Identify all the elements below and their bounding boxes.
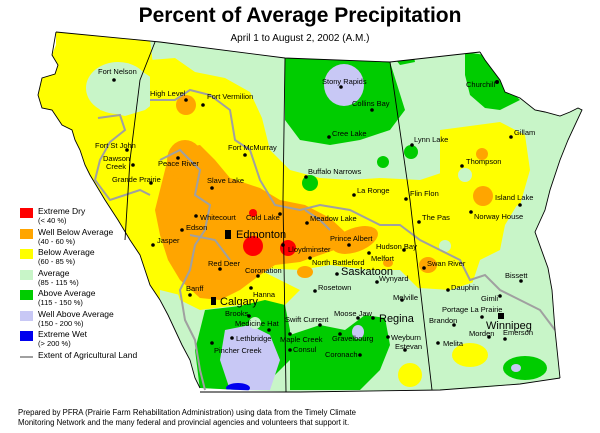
svg-text:Swift Current: Swift Current [285,315,329,324]
svg-text:Fort McMurray: Fort McMurray [228,143,277,152]
legend-item-extreme-dry: Extreme Dry (< 40 %) [20,206,150,227]
svg-text:Pincher Creek: Pincher Creek [214,346,262,355]
svg-text:North Battleford: North Battleford [312,258,365,267]
svg-text:Medicine Hat: Medicine Hat [235,319,280,328]
legend-item-agri-extent: Extent of Agricultural Land [20,350,150,371]
svg-text:Melita: Melita [443,339,464,348]
svg-text:La Ronge: La Ronge [357,186,390,195]
svg-text:Jasper: Jasper [157,236,180,245]
svg-text:Churchill: Churchill [466,80,496,89]
page-title: Percent of Average Precipitation [138,4,462,27]
svg-text:Cree Lake: Cree Lake [332,129,367,138]
swatch-icon [20,290,33,300]
svg-text:Collins Bay: Collins Bay [352,99,390,108]
footer-credit: Prepared by PFRA (Prairie Farm Rehabilit… [18,408,356,427]
svg-text:Coronach: Coronach [325,350,358,359]
svg-text:Prince Albert: Prince Albert [330,234,373,243]
svg-text:Melfort: Melfort [371,254,395,263]
svg-text:Hanna: Hanna [253,290,276,299]
svg-text:Edmonton: Edmonton [236,229,286,241]
svg-text:Banff: Banff [186,284,204,293]
svg-text:Brandon: Brandon [429,316,457,325]
legend: Extreme Dry (< 40 %) Well Below Average … [20,206,150,370]
svg-text:Saskatoon: Saskatoon [341,266,393,278]
swatch-icon [20,310,33,321]
legend-item-average: Average (85 - 115 %) [20,268,150,289]
svg-text:Bissett: Bissett [505,271,528,280]
svg-text:Wynyard: Wynyard [379,274,409,283]
svg-text:Stony Rapids: Stony Rapids [322,77,367,86]
svg-text:Edson: Edson [186,223,207,232]
svg-text:Brooks: Brooks [225,309,249,318]
svg-text:Morden: Morden [469,329,494,338]
svg-text:Dauphin: Dauphin [451,283,479,292]
svg-text:Dawson: Dawson [103,154,130,163]
svg-text:Gillam: Gillam [514,128,535,137]
legend-item-above: Above Average (115 - 150 %) [20,288,150,309]
svg-text:Thompson: Thompson [466,157,501,166]
svg-text:Swan River: Swan River [427,259,466,268]
svg-text:Creek: Creek [106,162,126,171]
svg-text:The Pas: The Pas [422,213,450,222]
svg-text:Cold Lake: Cold Lake [246,213,280,222]
swatch-icon [20,228,33,239]
svg-text:Maple Creek: Maple Creek [280,335,323,344]
svg-text:Grande Prairie: Grande Prairie [112,175,161,184]
legend-item-below: Below Average (60 - 85 %) [20,247,150,268]
svg-text:Gravelbourg: Gravelbourg [332,334,373,343]
svg-text:Norway House: Norway House [474,212,523,221]
svg-text:Peace River: Peace River [158,159,199,168]
svg-text:Red Deer: Red Deer [208,259,241,268]
svg-text:Emerson: Emerson [503,328,533,337]
svg-text:Fort St John: Fort St John [95,141,136,150]
svg-text:Estevan: Estevan [395,342,422,351]
svg-text:Melville: Melville [393,293,418,302]
page-subtitle: April 1 to August 2, 2002 (A.M.) [230,33,370,44]
swatch-icon [20,208,33,218]
swatch-icon [20,331,33,341]
svg-text:Fort Nelson: Fort Nelson [98,67,137,76]
line-icon [20,355,33,358]
svg-text:Coronation: Coronation [245,266,282,275]
svg-text:Whitecourt: Whitecourt [200,213,237,222]
svg-text:Portage La Prairie: Portage La Prairie [442,305,502,314]
svg-text:Lloydminster: Lloydminster [288,245,331,254]
svg-text:Consul: Consul [293,345,317,354]
svg-text:Weyburn: Weyburn [391,333,421,342]
svg-text:Island Lake: Island Lake [495,193,533,202]
svg-text:Moose Jaw: Moose Jaw [334,309,373,318]
svg-text:Buffalo Narrows: Buffalo Narrows [308,167,361,176]
city-markers: Fort Nelson High Level Fort Vermilion Fo… [95,67,535,359]
svg-text:Fort Vermilion: Fort Vermilion [207,92,253,101]
legend-item-well-above: Well Above Average (150 - 200 %) [20,309,150,330]
agri-extent-lines [93,88,556,391]
svg-text:Rosetown: Rosetown [318,283,351,292]
swatch-icon [20,249,33,259]
legend-item-extreme-wet: Extreme Wet (> 200 %) [20,329,150,350]
swatch-icon [20,269,33,280]
svg-text:Flin Flon: Flin Flon [410,189,439,198]
svg-text:Regina: Regina [379,313,415,325]
svg-text:Slave Lake: Slave Lake [207,176,244,185]
svg-text:High Level: High Level [150,89,186,98]
svg-text:Lynn Lake: Lynn Lake [414,135,448,144]
svg-text:Winnipeg: Winnipeg [486,320,532,332]
svg-text:Hudson Bay: Hudson Bay [376,242,417,251]
legend-item-well-below: Well Below Average (40 - 60 %) [20,227,150,248]
svg-text:Lethbridge: Lethbridge [236,334,271,343]
svg-text:Gimli: Gimli [481,294,498,303]
province-borders [37,31,583,393]
svg-text:Calgary: Calgary [220,296,258,308]
svg-text:Meadow Lake: Meadow Lake [310,214,357,223]
